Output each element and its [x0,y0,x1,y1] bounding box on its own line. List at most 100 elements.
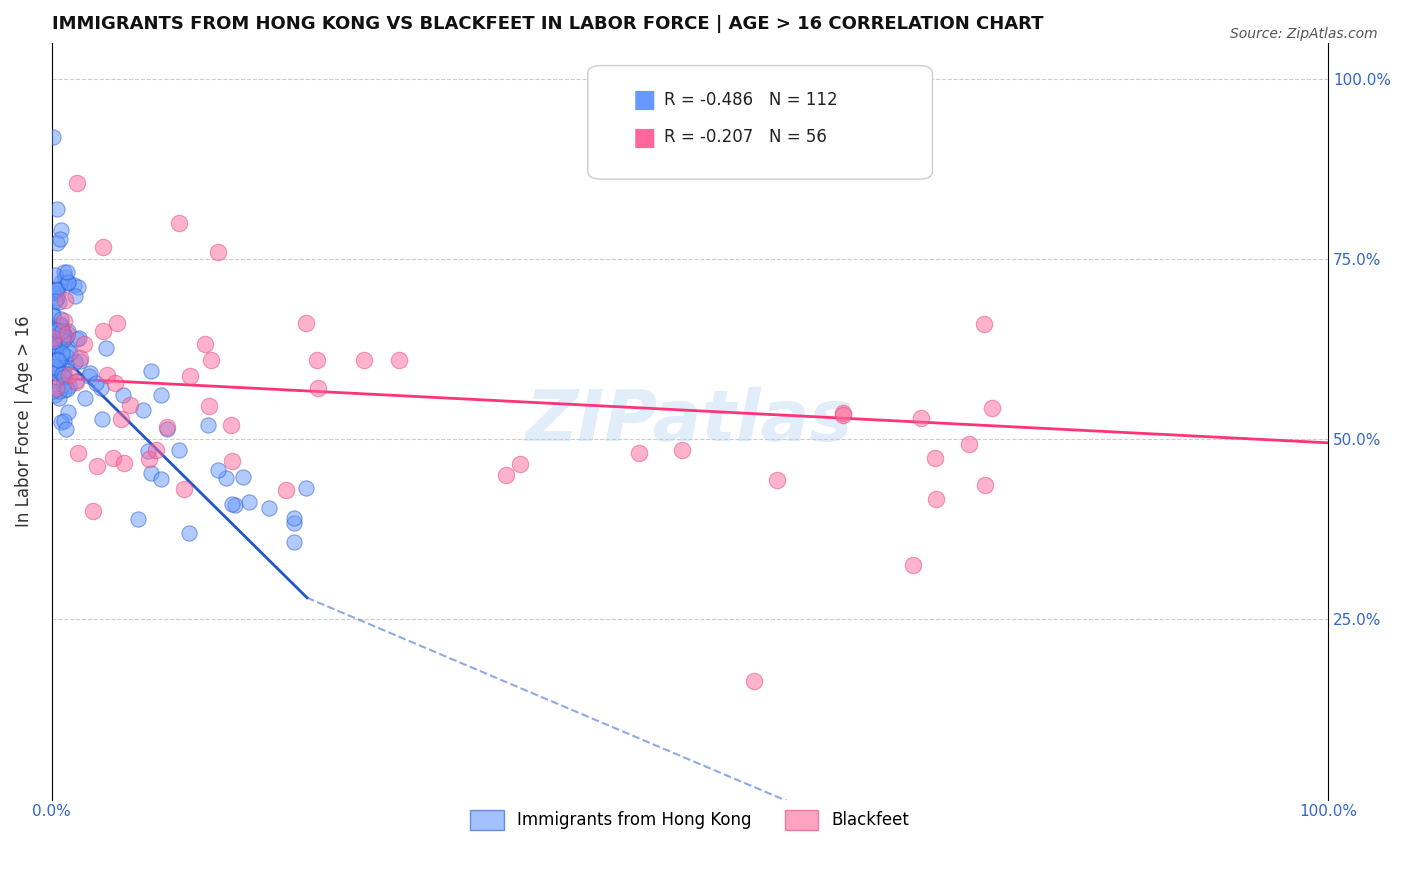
Point [66,177,89,191]
Point [52,414,75,428]
Point [45,323,67,337]
Point [65,374,87,388]
Point [238,495,260,509]
Point [44,359,66,374]
Point [107,316,129,330]
Point [48,336,70,351]
Point [831,408,853,422]
Point [832,406,855,420]
Point [58,324,80,338]
Point [46,359,69,373]
Point [51,368,73,382]
Point [295,481,318,495]
Point [41,325,63,339]
Point [48,294,70,309]
Point [69,351,91,366]
Point [46,353,69,368]
Point [53,366,76,380]
Point [110,412,132,426]
Point [169,216,191,230]
Point [49,312,72,326]
Point [51,325,73,339]
Point [283,534,305,549]
Point [198,399,221,413]
Point [200,352,222,367]
Point [48,372,70,386]
Point [84,376,107,390]
Point [52,378,75,392]
Point [53,293,76,307]
Point [55,421,77,435]
Point [65,375,87,389]
Point [49,223,72,237]
Point [924,450,946,465]
Point [58,368,80,382]
Point [49,415,72,429]
Point [58,277,80,291]
Point [138,452,160,467]
Point [495,467,517,482]
Point [42,384,65,398]
Point [224,498,246,512]
Point [111,388,134,402]
Text: ■: ■ [633,126,657,150]
Text: IMMIGRANTS FROM HONG KONG VS BLACKFEET IN LABOR FORCE | AGE > 16 CORRELATION CHA: IMMIGRANTS FROM HONG KONG VS BLACKFEET I… [52,15,1043,33]
Point [156,420,179,434]
Point [94,341,117,355]
Point [55,382,77,396]
Point [232,470,254,484]
Point [925,491,948,506]
Point [45,291,67,305]
Point [63,289,86,303]
Point [53,270,76,285]
Point [86,458,108,473]
Point [42,331,65,345]
Point [44,324,66,338]
Point [283,516,305,531]
Point [42,310,65,324]
Point [156,422,179,436]
Point [215,471,238,485]
Point [56,343,79,358]
Point [145,443,167,458]
Text: ZIPatlas: ZIPatlas [526,387,853,456]
Point [56,265,79,279]
Point [45,282,67,296]
Point [58,379,80,393]
Point [307,381,329,395]
Point [295,316,318,330]
Point [742,673,765,688]
Point [48,339,70,353]
Point [127,512,149,526]
FancyBboxPatch shape [588,66,932,179]
Point [45,362,67,376]
Point [221,497,243,511]
Point [48,384,70,398]
Text: R = -0.207   N = 56: R = -0.207 N = 56 [665,128,827,146]
Legend: Immigrants from Hong Kong, Blackfeet: Immigrants from Hong Kong, Blackfeet [464,803,917,837]
Point [52,383,75,397]
Point [46,339,69,353]
Point [283,511,305,525]
Point [974,478,997,492]
Point [104,376,127,391]
Point [45,283,67,297]
Point [91,412,114,426]
Point [257,500,280,515]
Point [82,503,104,517]
Point [42,334,65,348]
Point [51,346,73,360]
Point [42,129,65,144]
Point [671,442,693,457]
Point [56,405,79,419]
Point [91,324,114,338]
Point [103,450,125,465]
Point [51,275,73,289]
Point [55,329,77,343]
Point [56,275,79,289]
Point [65,354,87,368]
Point [69,354,91,368]
Point [96,368,118,382]
Point [766,473,789,487]
Point [53,265,76,279]
